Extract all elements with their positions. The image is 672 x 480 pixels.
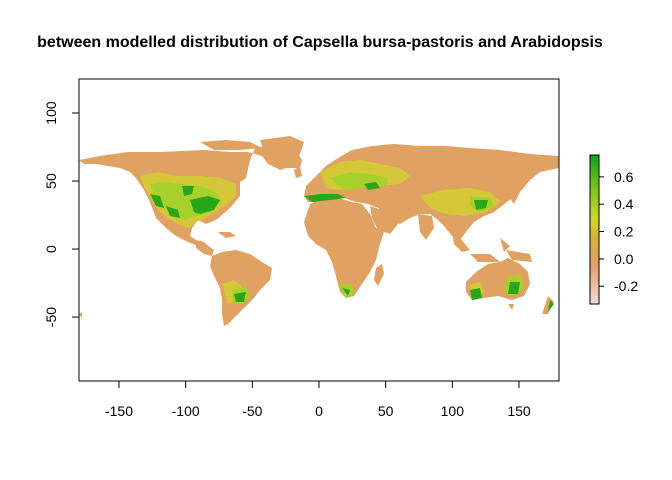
landmass-greenland (260, 136, 304, 170)
legend-tick-label: 0.6 (614, 169, 634, 185)
legend-tick-label: -0.2 (614, 278, 638, 294)
map-raster (79, 136, 559, 326)
x-tick-label: 150 (507, 403, 531, 419)
x-tick-label: 0 (315, 403, 323, 419)
legend-tick-label: 0.0 (614, 251, 634, 267)
x-axis: -150 -100 -50 0 50 100 150 (105, 380, 531, 419)
y-tick-label: -50 (43, 307, 59, 327)
y-tick-label: 0 (43, 245, 59, 253)
map-title: between modelled distribution of Capsell… (37, 34, 603, 51)
legend-tick-label: 0.4 (614, 196, 634, 212)
x-tick-label: -50 (242, 403, 262, 419)
legend-colorbar (589, 154, 600, 305)
y-tick-label: 50 (43, 173, 59, 189)
legend-tick-label: 0.2 (614, 224, 634, 240)
x-tick-label: 50 (378, 403, 394, 419)
x-tick-label: -150 (105, 403, 133, 419)
landmass-africa (304, 198, 384, 298)
y-tick-label: 100 (43, 101, 59, 125)
y-axis: 100 50 0 -50 (43, 101, 80, 327)
x-tick-label: 100 (441, 403, 465, 419)
x-tick-label: -100 (172, 403, 200, 419)
color-legend: 0.6 0.4 0.2 0.0 -0.2 (589, 154, 638, 305)
